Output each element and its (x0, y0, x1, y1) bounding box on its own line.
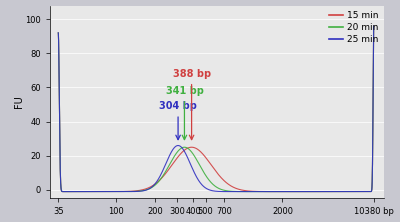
Text: 341 bp: 341 bp (166, 86, 203, 140)
Y-axis label: FU: FU (14, 96, 24, 108)
Text: 304 bp: 304 bp (159, 101, 197, 140)
Legend: 15 min, 20 min, 25 min: 15 min, 20 min, 25 min (328, 10, 380, 45)
Text: 388 bp: 388 bp (172, 69, 211, 140)
